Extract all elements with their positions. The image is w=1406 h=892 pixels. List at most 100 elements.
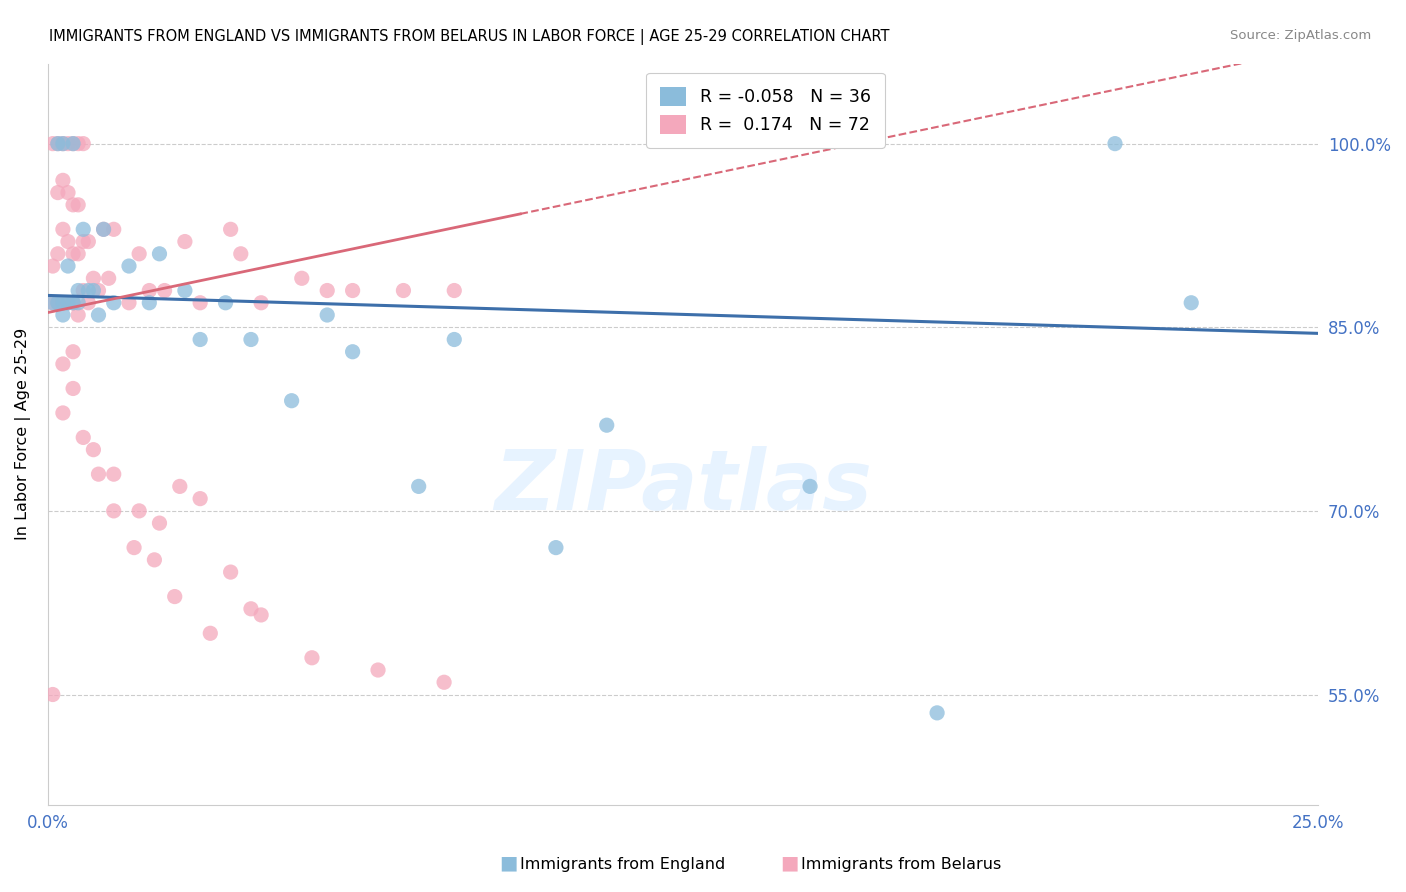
Point (62, 381, 84, 395)
Point (87, 284, 110, 298)
Point (118, 259, 141, 273)
Point (72, 235, 94, 249)
Point (188, 295, 211, 310)
Text: Source: ZipAtlas.com: Source: ZipAtlas.com (1230, 29, 1371, 42)
Point (316, 308, 339, 322)
Point (67, 247, 90, 261)
Point (62, 198, 84, 212)
Point (128, 504, 150, 518)
Point (239, 602, 262, 616)
Point (188, 333, 211, 347)
Point (291, 271, 314, 285)
Point (72, 284, 94, 298)
Point (103, 295, 125, 310)
Point (42, 295, 65, 310)
Point (52, 406, 75, 420)
Point (118, 295, 141, 310)
Point (596, 418, 619, 433)
Text: IMMIGRANTS FROM ENGLAND VS IMMIGRANTS FROM BELARUS IN LABOR FORCE | AGE 25-29 CO: IMMIGRANTS FROM ENGLAND VS IMMIGRANTS FR… (49, 29, 890, 45)
Point (148, 247, 170, 261)
Point (200, 626, 222, 640)
Point (925, 706, 948, 720)
Point (148, 516, 170, 530)
Text: ■: ■ (499, 854, 517, 872)
Point (143, 553, 166, 567)
Point (46, 295, 69, 310)
Point (56, 235, 79, 249)
Point (342, 344, 364, 359)
Point (46, 186, 69, 200)
Y-axis label: In Labor Force | Age 25-29: In Labor Force | Age 25-29 (15, 328, 31, 541)
Point (46, 295, 69, 310)
Point (93, 222, 115, 236)
Point (56, 186, 79, 200)
Point (52, 295, 75, 310)
Point (42, 295, 65, 310)
Point (52, 136, 75, 151)
Point (219, 565, 242, 579)
Point (62, 295, 84, 310)
Point (103, 504, 125, 518)
Point (62, 344, 84, 359)
Text: Immigrants from Belarus: Immigrants from Belarus (801, 857, 1001, 872)
Point (250, 295, 273, 310)
Point (342, 284, 364, 298)
Point (62, 295, 84, 310)
Point (443, 333, 465, 347)
Point (42, 136, 65, 151)
Point (316, 284, 339, 298)
Point (62, 247, 84, 261)
Point (174, 284, 197, 298)
Point (52, 173, 75, 187)
Point (280, 393, 302, 408)
Point (87, 308, 110, 322)
Point (82, 271, 104, 285)
Point (153, 284, 176, 298)
Point (301, 650, 323, 665)
Point (67, 198, 90, 212)
Point (188, 491, 211, 506)
Point (1104, 136, 1126, 151)
Point (67, 136, 90, 151)
Point (103, 467, 125, 482)
Point (77, 235, 100, 249)
Point (138, 295, 160, 310)
Text: Immigrants from England: Immigrants from England (520, 857, 725, 872)
Point (163, 590, 186, 604)
Point (229, 247, 252, 261)
Point (138, 284, 160, 298)
Point (56, 295, 79, 310)
Point (1180, 295, 1202, 310)
Point (77, 295, 100, 310)
Point (52, 357, 75, 371)
Point (443, 284, 465, 298)
Point (169, 479, 191, 493)
Text: ■: ■ (780, 854, 799, 872)
Point (82, 442, 104, 457)
Point (174, 235, 197, 249)
Point (87, 467, 110, 482)
Point (52, 222, 75, 236)
Point (67, 295, 90, 310)
Text: ZIPatlas: ZIPatlas (494, 446, 872, 526)
Point (82, 284, 104, 298)
Point (67, 308, 90, 322)
Point (103, 222, 125, 236)
Point (52, 136, 75, 151)
Point (214, 295, 236, 310)
Point (62, 136, 84, 151)
Point (42, 688, 65, 702)
Point (72, 136, 94, 151)
Point (219, 222, 242, 236)
Point (52, 308, 75, 322)
Point (46, 247, 69, 261)
Point (72, 430, 94, 444)
Point (56, 259, 79, 273)
Point (42, 259, 65, 273)
Point (62, 295, 84, 310)
Point (46, 136, 69, 151)
Point (62, 136, 84, 151)
Point (67, 284, 90, 298)
Point (250, 607, 273, 622)
Point (367, 663, 389, 677)
